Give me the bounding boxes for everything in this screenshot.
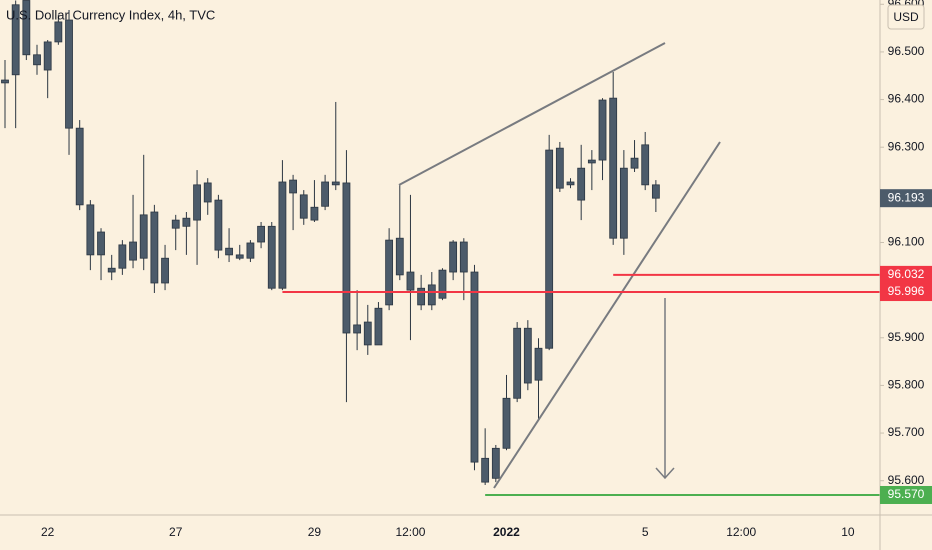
- candle-body: [342, 182, 351, 334]
- level-label-box: [880, 283, 932, 302]
- x-tick-label: 22: [41, 525, 55, 539]
- candle-body: [75, 127, 84, 206]
- candle-body: [22, 0, 31, 56]
- x-tick-label: 27: [169, 525, 183, 539]
- candle-body: [481, 457, 490, 483]
- candle-body: [225, 247, 233, 256]
- candle-body: [65, 19, 73, 129]
- candle-body: [609, 97, 618, 239]
- candle-body: [363, 321, 372, 346]
- candle-body: [523, 327, 532, 384]
- candle-body: [118, 244, 127, 269]
- candle-body: [203, 182, 212, 203]
- candle-body: [150, 211, 159, 284]
- candle-body: [299, 194, 308, 219]
- level-label-box: [880, 265, 932, 284]
- candle-body: [470, 271, 479, 463]
- last-price-label: 96.193: [888, 190, 925, 204]
- candle-body: [54, 21, 63, 43]
- candle-body: [555, 147, 564, 189]
- candle-body: [491, 447, 500, 479]
- candle-body: [33, 54, 41, 66]
- candle-body: [97, 231, 105, 256]
- y-tick-label: 96.300: [888, 139, 925, 153]
- candle-body: [545, 149, 554, 349]
- candle-body: [534, 347, 543, 381]
- last-price-box: [880, 189, 932, 208]
- candle-body: [267, 225, 276, 289]
- level-label: 95.996: [888, 284, 925, 298]
- candle-body: [246, 242, 255, 259]
- x-tick-label: 12:00: [726, 525, 756, 539]
- candle-body: [193, 184, 201, 221]
- candle-body: [449, 241, 458, 273]
- candle-body: [513, 327, 522, 399]
- candle-body: [321, 181, 330, 207]
- candle-body: [353, 324, 362, 334]
- y-tick-label: 96.100: [888, 235, 925, 249]
- candle-body: [417, 287, 426, 306]
- candle-body: [289, 179, 297, 194]
- candle-body: [438, 269, 447, 299]
- candle-body: [11, 4, 20, 76]
- candle-body: [406, 271, 415, 291]
- y-tick-label: 95.800: [888, 378, 925, 392]
- y-tick-label: 95.600: [888, 473, 925, 487]
- candle-body: [619, 167, 628, 239]
- candle-body: [182, 217, 191, 227]
- candle-body: [161, 257, 169, 284]
- candle-body: [385, 239, 394, 306]
- candle-body: [86, 204, 95, 256]
- candle-body: [171, 219, 180, 229]
- candle-body: [257, 225, 265, 243]
- plot-area: [1, 0, 880, 496]
- trend-line: [493, 141, 721, 489]
- candle-body: [641, 144, 650, 186]
- candle-body: [566, 181, 575, 186]
- y-tick-label: 95.900: [888, 330, 925, 344]
- x-tick-label: 12:00: [395, 525, 425, 539]
- candle-body: [310, 206, 319, 221]
- candle-body: [107, 267, 116, 273]
- candle-body: [278, 181, 287, 289]
- y-tick-label: 96.400: [888, 92, 925, 106]
- candle-body: [577, 167, 586, 201]
- chart-title: U.S. Dollar Currency Index, 4h, TVC: [6, 7, 215, 22]
- y-tick-label: 95.700: [888, 425, 925, 439]
- candle-body: [427, 284, 436, 306]
- candle-body: [1, 79, 9, 84]
- candle-body: [587, 159, 596, 164]
- candle-body: [395, 237, 404, 276]
- x-tick-label: 29: [308, 525, 322, 539]
- candle-body: [129, 241, 137, 261]
- level-label: 95.570: [888, 487, 925, 501]
- price-axis: 96.60096.50096.40096.30096.20096.10096.0…: [880, 0, 932, 504]
- candle-body: [459, 241, 468, 273]
- candle-body: [235, 254, 244, 259]
- candle-body: [598, 99, 607, 161]
- level-label: 96.032: [888, 267, 925, 281]
- candle-body: [630, 157, 639, 169]
- currency-label: USD: [893, 10, 919, 24]
- candle-body: [214, 199, 223, 251]
- trend-line: [398, 42, 666, 186]
- candle-body: [43, 41, 52, 71]
- candle-body: [139, 214, 148, 259]
- x-tick-label: 5: [642, 525, 649, 539]
- candle-body: [651, 184, 660, 199]
- candle-body: [331, 181, 340, 186]
- arrow-head: [655, 467, 675, 480]
- y-tick-label: 96.500: [888, 44, 925, 58]
- x-tick-label: 10: [841, 525, 855, 539]
- candle-body: [502, 397, 511, 449]
- currency-box: [887, 4, 925, 30]
- level-label-box: [880, 485, 932, 504]
- candle-body: [374, 307, 383, 346]
- x-tick-label: 2022: [493, 525, 520, 539]
